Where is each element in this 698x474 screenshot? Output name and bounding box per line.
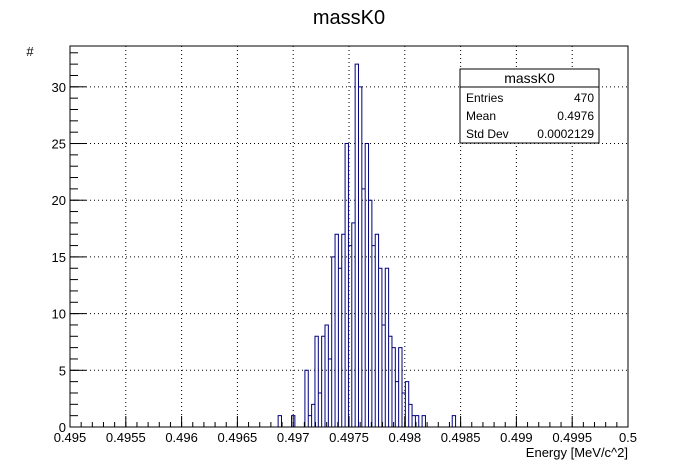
x-tick-label: 0.5 bbox=[619, 430, 637, 445]
stats-mean-label: Mean bbox=[466, 109, 496, 123]
x-tick-label: 0.4965 bbox=[218, 430, 258, 445]
stats-stddev-label: Std Dev bbox=[466, 127, 509, 141]
y-tick-label: 5 bbox=[59, 363, 66, 378]
x-tick-label: 0.4975 bbox=[329, 430, 369, 445]
axis-tick-labels: 0.495 0.4955 0.496 0.4965 0.497 0.4975 0.498 0.… bbox=[52, 80, 638, 445]
stats-box-frame bbox=[459, 68, 600, 144]
x-tick-label: 0.496 bbox=[165, 430, 198, 445]
y-tick-label: 25 bbox=[52, 137, 66, 152]
x-tick-label: 0.4955 bbox=[106, 430, 146, 445]
y-tick-label: 10 bbox=[52, 307, 66, 322]
y-axis-label: # bbox=[26, 44, 34, 59]
grid-lines bbox=[70, 46, 628, 427]
stats-box: massK0 Entries 470 Mean 0.4976 Std Dev 0… bbox=[459, 68, 600, 144]
stats-mean-value: 0.4976 bbox=[557, 109, 594, 123]
x-tick-label: 0.4995 bbox=[552, 430, 592, 445]
chart-title: massK0 bbox=[313, 7, 385, 29]
stats-stddev-value: 0.0002129 bbox=[537, 127, 594, 141]
stats-entries-value: 470 bbox=[574, 91, 594, 105]
x-tick-label: 0.495 bbox=[54, 430, 87, 445]
y-tick-label: 30 bbox=[52, 80, 66, 95]
y-tick-label: 15 bbox=[52, 250, 66, 265]
stats-box-title: massK0 bbox=[504, 70, 555, 86]
x-tick-label: 0.499 bbox=[500, 430, 533, 445]
axis-ticks bbox=[69, 52, 629, 428]
x-tick-label: 0.497 bbox=[277, 430, 310, 445]
x-tick-label: 0.4985 bbox=[441, 430, 481, 445]
x-tick-label: 0.498 bbox=[389, 430, 422, 445]
y-tick-label: 20 bbox=[52, 193, 66, 208]
stats-entries-label: Entries bbox=[466, 91, 503, 105]
y-tick-label: 0 bbox=[59, 420, 66, 435]
x-axis-label: Energy [MeV/c^2] bbox=[526, 445, 628, 460]
